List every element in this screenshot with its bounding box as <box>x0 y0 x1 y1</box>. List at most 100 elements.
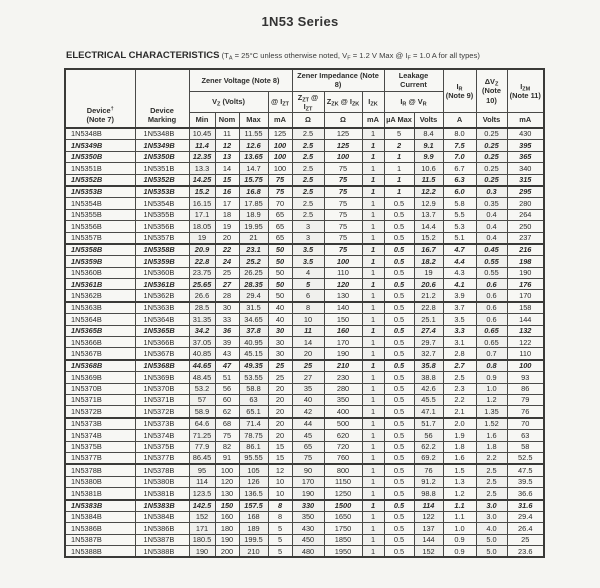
table-row: 1N5378B 1N5378B 95 100 105 12 90 800 1 0.5 76 1.5 2.… <box>64 463 545 477</box>
cell-vz-min: 28.5 <box>188 300 216 315</box>
cell-device: 1N5352B <box>64 173 136 187</box>
cell-izt-ma: 70 <box>267 197 293 210</box>
cell-vr-volts: 29.7 <box>413 336 444 349</box>
cell-ir-ua-max: 0.5 <box>383 545 415 558</box>
col-header-marking: Device Marking <box>134 68 190 129</box>
cell-vz-min: 142.5 <box>188 498 216 512</box>
cell-device: 1N5371B <box>64 393 136 407</box>
cell-dvz-volts: 0.25 <box>475 162 508 175</box>
cell-device: 1N5383B <box>64 498 136 512</box>
cell-marking: 1N5368B <box>134 358 190 373</box>
cell-dvz-volts: 2.5 <box>475 475 508 489</box>
cell-marking: 1N5366B <box>134 336 190 349</box>
cell-dvz-volts: 0.25 <box>475 127 508 141</box>
cell-ir-ua-max: 0.5 <box>383 324 415 338</box>
cell-vr-volts: 114 <box>413 498 444 512</box>
cell-ir-ua-max: 0.5 <box>383 522 415 535</box>
cell-vz-nom: 100 <box>214 463 240 477</box>
cell-vz-nom: 27 <box>214 278 240 291</box>
cell-vz-nom: 36 <box>214 324 240 338</box>
cell-izt-ma: 25 <box>267 371 293 384</box>
cell-ir-ua-max: 0.5 <box>383 510 415 524</box>
cell-zzt-ohm: 25 <box>291 358 325 373</box>
cell-izt-ma: 8 <box>267 498 293 512</box>
cell-vz-min: 19 <box>188 231 216 245</box>
cell-ir-a: 6.0 <box>442 184 477 199</box>
cell-zzk-ohm: 170 <box>323 336 363 349</box>
cell-ir-ua-max: 0.5 <box>383 393 415 407</box>
cell-izt-ma: 100 <box>267 162 293 175</box>
cell-vz-nom: 91 <box>214 451 240 465</box>
cell-izt-ma: 50 <box>267 255 293 268</box>
cell-vz-max: 37.8 <box>238 324 269 338</box>
cell-ir-ua-max: 0.5 <box>383 405 415 419</box>
cell-vz-nom: 15 <box>214 173 240 187</box>
table-row: 1N5367B 1N5367B 40.85 43 45.15 30 20 190 1 0.5 32.… <box>64 347 545 361</box>
cell-vz-max: 189 <box>238 522 269 535</box>
cell-vz-max: 71.4 <box>238 416 269 431</box>
cell-marking: 1N5383B <box>134 498 190 512</box>
cell-vz-max: 78.75 <box>238 429 269 442</box>
cell-vr-volts: 16.7 <box>413 242 444 257</box>
cell-vz-max: 53.55 <box>238 371 269 384</box>
cell-izm-ma: 122 <box>506 336 545 349</box>
cell-vz-min: 15.2 <box>188 184 216 199</box>
cell-vz-nom: 12 <box>214 139 240 152</box>
cell-dvz-volts: 0.6 <box>475 278 508 291</box>
cell-ir-a: 0.9 <box>442 545 477 558</box>
cell-zzt-ohm: 45 <box>291 429 325 442</box>
cell-zzt-ohm: 5 <box>291 278 325 291</box>
cell-izm-ma: 430 <box>506 127 545 141</box>
cell-ir-ua-max: 0.5 <box>383 278 415 291</box>
cell-izt-ma: 50 <box>267 266 293 280</box>
cell-izm-ma: 100 <box>506 358 545 373</box>
cell-izt-ma: 30 <box>267 324 293 338</box>
section-conditions: (TA = 25°C unless otherwise noted, VF = … <box>221 51 480 62</box>
cell-vz-nom: 82 <box>214 440 240 453</box>
cell-ir-a: 3.3 <box>442 324 477 338</box>
cell-izt-ma: 20 <box>267 429 293 442</box>
cell-izm-ma: 170 <box>506 289 545 303</box>
cell-izm-ma: 52.5 <box>506 451 545 465</box>
cell-dvz-volts: 0.6 <box>475 289 508 303</box>
cell-vz-min: 123.5 <box>188 487 216 500</box>
cell-marking: 1N5375B <box>134 440 190 453</box>
cell-device: 1N5381B <box>64 487 136 500</box>
unit-izk-ma: mA <box>361 112 385 129</box>
col-header-at-izt: @ IZT <box>267 90 293 113</box>
cell-vz-max: 210 <box>238 545 269 558</box>
cell-zzt-ohm: 480 <box>291 545 325 558</box>
cell-device: 1N5386B <box>64 522 136 535</box>
cell-zzk-ohm: 230 <box>323 371 363 384</box>
cell-device: 1N5355B <box>64 208 136 222</box>
cell-dvz-volts: 0.8 <box>475 358 508 373</box>
cell-vz-min: 57 <box>188 393 216 407</box>
cell-izm-ma: 79 <box>506 393 545 407</box>
cell-vz-min: 18.05 <box>188 220 216 233</box>
cell-zzk-ohm: 130 <box>323 289 363 303</box>
cell-izk-ma: 1 <box>361 336 385 349</box>
cell-dvz-volts: 0.4 <box>475 208 508 222</box>
cell-ir-ua-max: 1 <box>383 173 415 187</box>
cell-izt-ma: 20 <box>267 382 293 396</box>
cell-izk-ma: 1 <box>361 358 385 373</box>
cell-vz-nom: 120 <box>214 475 240 489</box>
cell-marking: 1N5388B <box>134 545 190 558</box>
cell-vz-min: 11.4 <box>188 139 216 152</box>
cell-ir-ua-max: 0.5 <box>383 255 415 268</box>
cell-izk-ma: 1 <box>361 371 385 384</box>
table-row: 1N5371B 1N5371B 57 60 63 20 40 350 1 0.5 45.5 2.2 1.… <box>64 393 545 407</box>
cell-ir-a: 4.4 <box>442 255 477 268</box>
unit-vz-min: Min <box>188 112 216 129</box>
cell-vz-nom: 60 <box>214 393 240 407</box>
cell-zzk-ohm: 75 <box>323 162 363 175</box>
cell-zzk-ohm: 1850 <box>323 533 363 547</box>
cell-izt-ma: 65 <box>267 231 293 245</box>
cell-ir-a: 4.3 <box>442 266 477 280</box>
unit-ir-a: A <box>442 112 477 129</box>
cell-izt-ma: 50 <box>267 242 293 257</box>
cell-izm-ma: 39.5 <box>506 475 545 489</box>
cell-device: 1N5375B <box>64 440 136 453</box>
cell-vz-min: 152 <box>188 510 216 524</box>
cell-device: 1N5374B <box>64 429 136 442</box>
